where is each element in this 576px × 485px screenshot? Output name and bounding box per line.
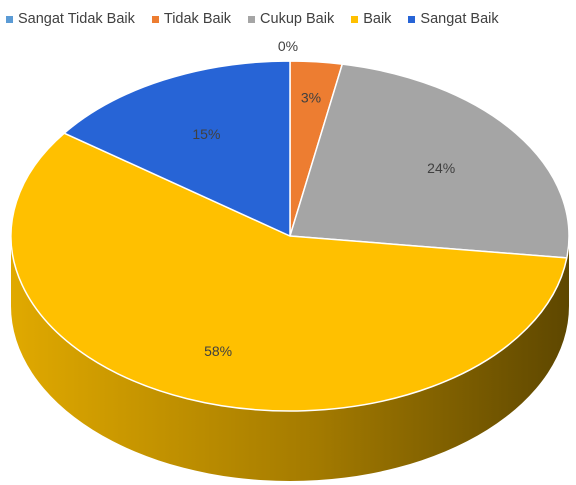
legend-label: Tidak Baik xyxy=(163,11,232,27)
legend-label: Sangat Tidak Baik xyxy=(18,11,135,27)
slice-sangat-baik xyxy=(63,60,291,237)
data-label-baik: 58% xyxy=(204,343,232,359)
data-label-sangat-baik: 15% xyxy=(192,126,220,142)
pie-side-wall xyxy=(11,236,569,481)
legend-swatch xyxy=(408,15,416,23)
slice-baik xyxy=(10,132,568,412)
legend-swatch xyxy=(248,15,256,23)
legend-swatch xyxy=(6,15,13,23)
data-label-cukup-baik: 24% xyxy=(427,160,455,176)
legend-label: Baik xyxy=(363,11,392,27)
legend-item-cukup-baik: Cukup Baik xyxy=(248,11,334,27)
pie-side-baik xyxy=(11,236,569,481)
legend-swatch xyxy=(151,15,159,23)
legend-item-baik: Baik xyxy=(351,11,391,27)
legend-label: Cukup Baik xyxy=(260,11,335,27)
data-label-tidak-baik: 3% xyxy=(301,90,321,106)
slice-cukup-baik xyxy=(289,63,570,259)
legend-swatch xyxy=(351,15,359,23)
pie-top-surface xyxy=(10,60,570,412)
chart-legend: Sangat Tidak Baik Tidak Baik Cukup Baik … xyxy=(6,4,572,34)
data-label-sangat-tidak-baik: 0% xyxy=(278,38,298,54)
legend-label: Sangat Baik xyxy=(420,11,499,27)
pie-data-labels: 0% 3% 24% 58% 15% xyxy=(192,38,455,359)
legend-item-sangat-baik: Sangat Baik xyxy=(408,11,499,27)
legend-item-sangat-tidak-baik: Sangat Tidak Baik xyxy=(6,11,135,27)
legend-item-tidak-baik: Tidak Baik xyxy=(151,11,232,27)
